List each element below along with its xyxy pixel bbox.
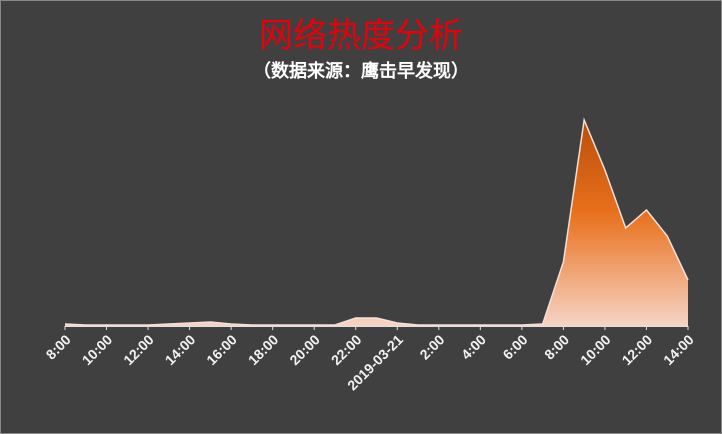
chart-subtitle: （数据来源：鹰击早发现） [253, 60, 469, 82]
chart-title: 网络热度分析 [259, 16, 463, 56]
area-line [64, 117, 689, 326]
area [65, 120, 688, 326]
